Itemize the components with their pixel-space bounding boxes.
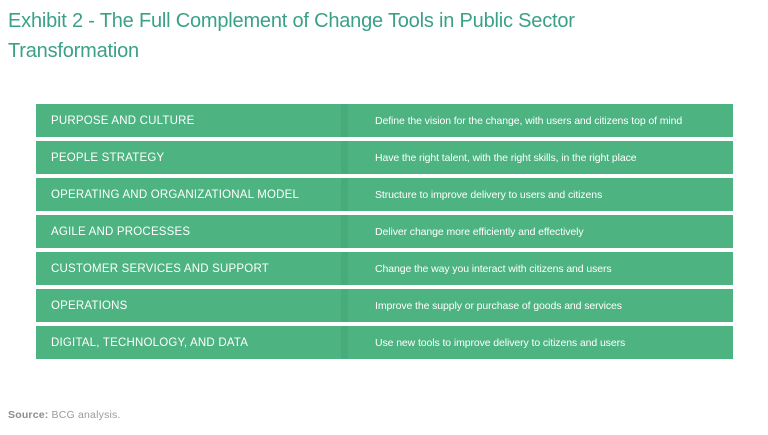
column-divider: [341, 141, 348, 174]
column-divider: [341, 178, 348, 211]
row-description: Change the way you interact with citizen…: [375, 262, 612, 275]
row-category-label: PEOPLE STRATEGY: [51, 151, 165, 164]
row-description: Have the right talent, with the right sk…: [375, 151, 637, 164]
table-row: PURPOSE AND CULTURE Define the vision fo…: [36, 104, 733, 137]
row-description: Structure to improve delivery to users a…: [375, 188, 603, 201]
table-row: CUSTOMER SERVICES AND SUPPORT Change the…: [36, 252, 733, 285]
table-row: DIGITAL, TECHNOLOGY, AND DATA Use new to…: [36, 326, 733, 359]
row-description: Improve the supply or purchase of goods …: [375, 299, 622, 312]
table-row: OPERATING AND ORGANIZATIONAL MODEL Struc…: [36, 178, 733, 211]
column-divider: [341, 104, 348, 137]
column-divider: [341, 252, 348, 285]
row-category-label: OPERATING AND ORGANIZATIONAL MODEL: [51, 188, 300, 201]
table-row: OPERATIONS Improve the supply or purchas…: [36, 289, 733, 322]
row-description: Deliver change more efficiently and effe…: [375, 225, 584, 238]
column-divider: [341, 215, 348, 248]
column-divider: [341, 326, 348, 359]
source-label: Source:: [8, 409, 49, 421]
row-category-label: CUSTOMER SERVICES AND SUPPORT: [51, 262, 269, 275]
row-category-label: OPERATIONS: [51, 299, 128, 312]
table-row: AGILE AND PROCESSES Deliver change more …: [36, 215, 733, 248]
column-divider: [341, 289, 348, 322]
row-description: Define the vision for the change, with u…: [375, 114, 683, 127]
exhibit-title: Exhibit 2 - The Full Complement of Chang…: [8, 10, 575, 62]
row-category-label: PURPOSE AND CULTURE: [51, 114, 195, 127]
row-category-label: DIGITAL, TECHNOLOGY, AND DATA: [51, 336, 249, 349]
table-row: PEOPLE STRATEGY Have the right talent, w…: [36, 141, 733, 174]
source-note: Source: BCG analysis.: [8, 409, 121, 421]
row-category-label: AGILE AND PROCESSES: [51, 225, 191, 238]
change-tools-table: PURPOSE AND CULTURE Define the vision fo…: [36, 104, 733, 359]
source-text: BCG analysis.: [51, 409, 121, 421]
row-description: Use new tools to improve delivery to cit…: [375, 336, 626, 349]
